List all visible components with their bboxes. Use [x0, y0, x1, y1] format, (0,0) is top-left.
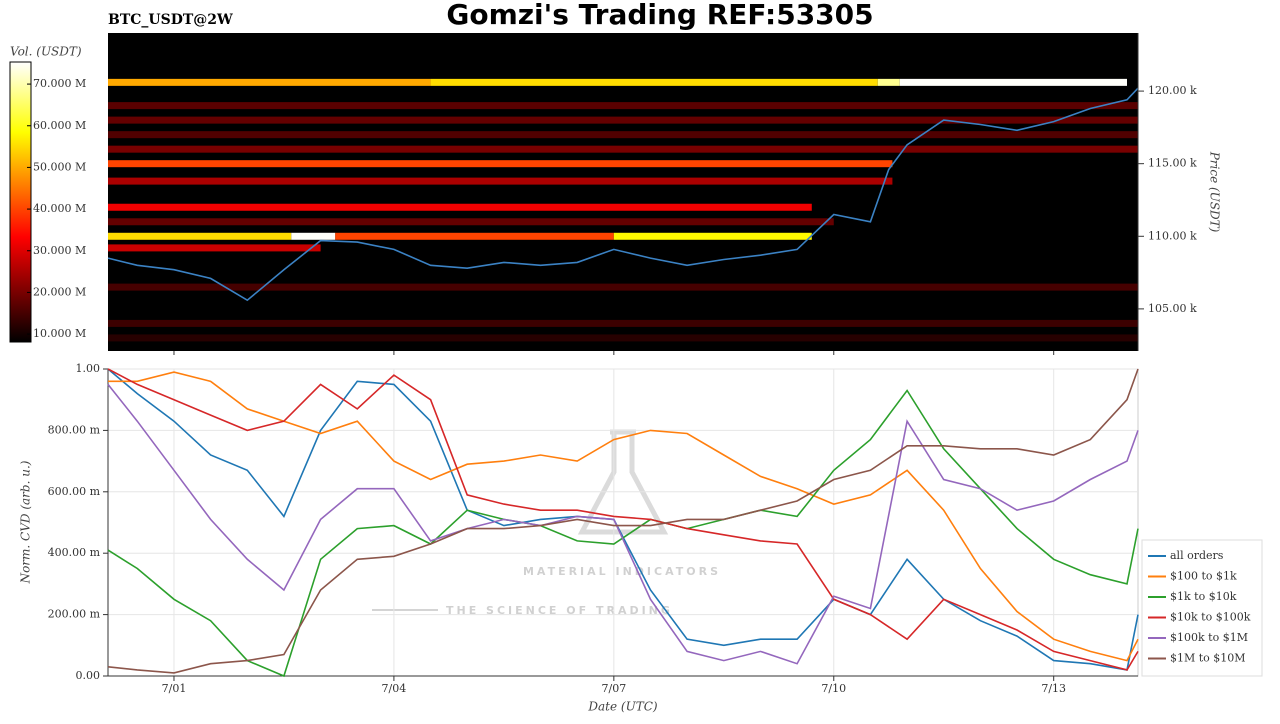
- heatmap-background: [108, 33, 1138, 351]
- colorbar-tick-label: 50.000 M: [33, 160, 86, 173]
- heatmap-band: [430, 78, 878, 86]
- heatmap-band: [108, 116, 1138, 124]
- legend-label: $1k to $10k: [1170, 590, 1237, 603]
- cvd-plot-area: [107, 368, 1139, 677]
- watermark: MATERIAL INDICATORS: [523, 565, 721, 578]
- heatmap-band: [108, 232, 292, 240]
- heatmap-band: [108, 334, 1138, 342]
- y-tick-label: 0.00: [76, 669, 101, 682]
- legend: [1141, 539, 1263, 677]
- colorbar-tick-label: 70.000 M: [33, 77, 86, 90]
- x-axis-label: Date (UTC): [587, 700, 657, 714]
- symbol-label: BTC_USDT@2W: [108, 12, 233, 28]
- heatmap-band: [108, 177, 893, 185]
- y-tick-label: 120.00 k: [1148, 84, 1197, 97]
- heatmap-band: [108, 218, 834, 226]
- x-tick-label: 7/13: [1041, 682, 1066, 695]
- colorbar: [9, 61, 32, 343]
- y-tick-label: 800.00 m: [48, 423, 101, 436]
- heatmap-band: [291, 232, 336, 240]
- heatmap-band: [899, 78, 1128, 86]
- legend-label: $10k to $100k: [1170, 611, 1251, 624]
- cvd-line: [107, 383, 1139, 665]
- x-tick-label: 7/10: [821, 682, 846, 695]
- cvd-line: [107, 368, 1139, 671]
- heatmap-band: [108, 160, 893, 168]
- heatmap-band: [108, 319, 1138, 327]
- colorbar-tick-label: 60.000 M: [33, 119, 86, 132]
- heatmap-band: [877, 78, 900, 86]
- y-tick-label: 400.00 m: [48, 546, 101, 559]
- heatmap-band: [108, 244, 321, 252]
- cvd-line: [107, 368, 1139, 674]
- colorbar-tick-label: 30.000 M: [33, 244, 86, 257]
- heatmap-band: [108, 78, 431, 86]
- colorbar-tick-label: 10.000 M: [33, 327, 86, 340]
- heatmap-band: [108, 203, 812, 211]
- price-line: [107, 87, 1139, 302]
- cvd-line: [107, 389, 1139, 678]
- legend-label: all orders: [1170, 549, 1224, 562]
- legend-label: $100k to $1M: [1170, 631, 1248, 644]
- heatmap-band: [108, 145, 1138, 153]
- colorbar-label: Vol. (USDT): [10, 45, 82, 59]
- y-axis-label: Price (USDT): [1208, 151, 1222, 233]
- x-tick-label: 7/01: [162, 682, 187, 695]
- colorbar-tick-label: 20.000 M: [33, 285, 86, 298]
- y-tick-label: 200.00 m: [48, 608, 101, 621]
- chart-title: Gomzi's Trading REF:53305: [446, 0, 873, 31]
- heatmap-band: [108, 131, 1138, 139]
- colorbar-tick-label: 40.000 M: [33, 202, 86, 215]
- legend-label: $100 to $1k: [1170, 570, 1237, 583]
- heatmap-band: [108, 102, 1138, 110]
- heatmap-band: [108, 283, 1138, 291]
- x-tick-label: 7/07: [601, 682, 626, 695]
- legend-label: $1M to $10M: [1170, 652, 1246, 665]
- heatmap-band: [335, 232, 614, 240]
- x-tick-label: 7/04: [382, 682, 407, 695]
- cvd-line: [107, 368, 1139, 671]
- y-tick-label: 105.00 k: [1148, 302, 1197, 315]
- heatmap-band: [613, 232, 812, 240]
- y-tick-label: 600.00 m: [48, 485, 101, 498]
- y-tick-label: 1.00: [76, 362, 101, 375]
- y-tick-label: 110.00 k: [1148, 229, 1197, 242]
- y-axis-label: Norm. CVD (arb. u.): [19, 460, 33, 584]
- y-tick-label: 115.00 k: [1148, 157, 1197, 170]
- cvd-line: [108, 371, 1139, 662]
